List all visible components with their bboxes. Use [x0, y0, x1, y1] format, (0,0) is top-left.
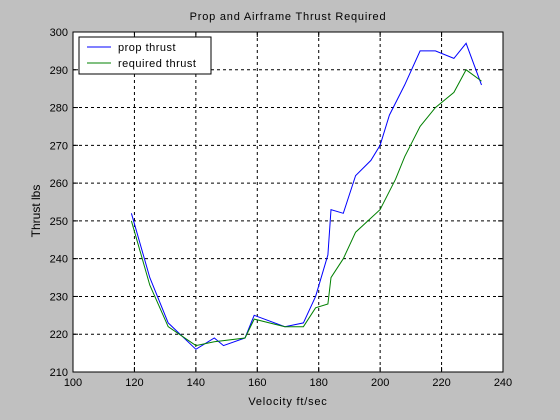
legend-label-required-thrust: required thrust — [118, 58, 196, 70]
y-tick-label: 300 — [50, 27, 68, 39]
y-tick-label: 250 — [50, 216, 68, 228]
x-tick-label: 100 — [64, 377, 82, 389]
x-tick-label: 120 — [125, 377, 143, 389]
y-tick-label: 280 — [50, 103, 68, 115]
series-line-required-thrust — [130, 69, 482, 347]
y-tick-label: 210 — [50, 367, 68, 379]
series-layer — [130, 42, 482, 350]
x-axis-label: Velocity ft/sec — [248, 396, 327, 408]
x-tick-label: 160 — [248, 377, 266, 389]
y-tick-label: 260 — [50, 178, 68, 190]
x-tick-label: 200 — [371, 377, 389, 389]
x-tick-label: 180 — [310, 377, 328, 389]
y-axis-label: Thrust lbs — [29, 185, 43, 238]
plot-area — [72, 31, 504, 373]
legend-box — [78, 36, 212, 75]
x-tick-label: 220 — [432, 377, 450, 389]
x-tick-label: 140 — [187, 377, 205, 389]
y-tick-label: 270 — [50, 140, 68, 152]
y-tick-label: 230 — [50, 291, 68, 303]
y-tick-label: 240 — [50, 254, 68, 266]
series-line-prop-thrust — [130, 42, 482, 350]
axis-ticks: 100 120 140 160 180 200 220 240 210 220 230 240 250 2… — [50, 27, 513, 389]
y-tick-label: 290 — [50, 65, 68, 77]
chart-title: Prop and Airframe Thrust Required — [190, 11, 387, 23]
legend-label-prop-thrust: prop thrust — [118, 42, 176, 54]
legend: prop thrust required thrust — [78, 36, 212, 75]
x-tick-label: 240 — [494, 377, 512, 389]
plot-frame — [72, 31, 504, 373]
grid — [73, 32, 503, 372]
y-tick-label: 220 — [50, 329, 68, 341]
